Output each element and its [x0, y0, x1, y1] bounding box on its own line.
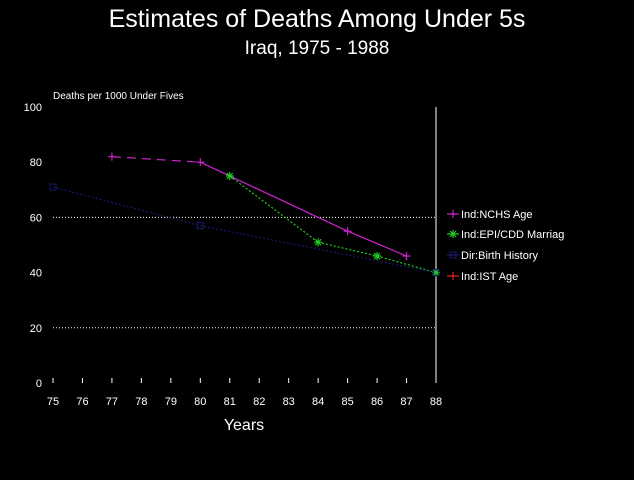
legend-marker — [449, 210, 457, 218]
grid-lines — [53, 216, 436, 329]
data-point — [107, 152, 116, 161]
series-line-segment — [347, 230, 407, 257]
data-point — [196, 222, 204, 230]
data-point — [343, 227, 352, 236]
x-tick-label: 77 — [106, 396, 118, 408]
x-tick-label: 87 — [400, 396, 412, 408]
marker-stroke — [226, 172, 234, 180]
legend-label: Ind:EPI/CDD Marriag — [461, 229, 564, 241]
chart-subtitle: Iraq, 1975 - 1988 — [244, 38, 390, 59]
legend-item: Ind:EPI/CDD Marriag — [447, 229, 564, 241]
series-line-segment — [200, 225, 437, 274]
data-point — [314, 238, 323, 247]
marker-stroke — [449, 230, 457, 238]
legend-item: Ind:IST Age — [447, 271, 518, 283]
x-tick-label: 84 — [312, 396, 324, 408]
y-tick-label: 80 — [30, 157, 42, 169]
y-tick-label: 0 — [36, 378, 42, 390]
series-line-segment — [200, 161, 348, 232]
x-tick-label: 82 — [253, 396, 265, 408]
legend-label: Ind:NCHS Age — [461, 209, 533, 221]
series-layer — [49, 152, 440, 277]
data-point — [225, 172, 234, 180]
marker-stroke — [373, 252, 381, 260]
series-line-segment — [52, 186, 201, 227]
legend-item: Ind:NCHS Age — [447, 209, 533, 221]
data-point — [373, 252, 382, 261]
data-point — [432, 269, 440, 277]
y-tick-label: 60 — [30, 212, 42, 224]
legend-item: Dir:Birth History — [447, 250, 539, 262]
x-tick-label: 79 — [165, 396, 177, 408]
x-tick-label: 80 — [194, 396, 206, 408]
x-tick-label: 78 — [135, 396, 147, 408]
data-point — [402, 252, 411, 261]
x-tick-label: 86 — [371, 396, 383, 408]
y-tick-label: 20 — [30, 323, 42, 335]
x-tick-label: 81 — [224, 396, 236, 408]
axes: 0 20 40 60 80 100 75 76 77 78 79 80 81 82 83 84 85 86 87 88 — [24, 102, 442, 408]
legend-label: Dir:Birth History — [461, 250, 539, 262]
chart-title: Estimates of Deaths Among Under 5s — [108, 5, 526, 33]
legend-marker — [449, 230, 457, 238]
legend-marker — [449, 272, 457, 280]
legend: Ind:NCHS Age Ind:EPI/CDD Marriag Dir:Birth… — [447, 209, 564, 283]
y-tick-label: 40 — [30, 268, 42, 280]
x-axis-label: Years — [224, 417, 264, 434]
data-point — [49, 183, 57, 191]
series-line-segment — [318, 241, 378, 257]
legend-marker — [449, 251, 457, 259]
y-axis-label: Deaths per 1000 Under Fives — [53, 91, 184, 102]
y-tick-label: 100 — [24, 102, 42, 114]
legend-label: Ind:IST Age — [461, 271, 518, 283]
series-line-segment — [111, 156, 201, 163]
x-tick-label: 83 — [283, 396, 295, 408]
series-line-segment — [229, 175, 319, 243]
x-tick-label: 88 — [430, 396, 442, 408]
x-tick-label: 85 — [341, 396, 353, 408]
x-tick-label: 75 — [47, 396, 59, 408]
data-point — [196, 158, 205, 167]
marker-stroke — [314, 238, 322, 246]
x-tick-label: 76 — [76, 396, 88, 408]
